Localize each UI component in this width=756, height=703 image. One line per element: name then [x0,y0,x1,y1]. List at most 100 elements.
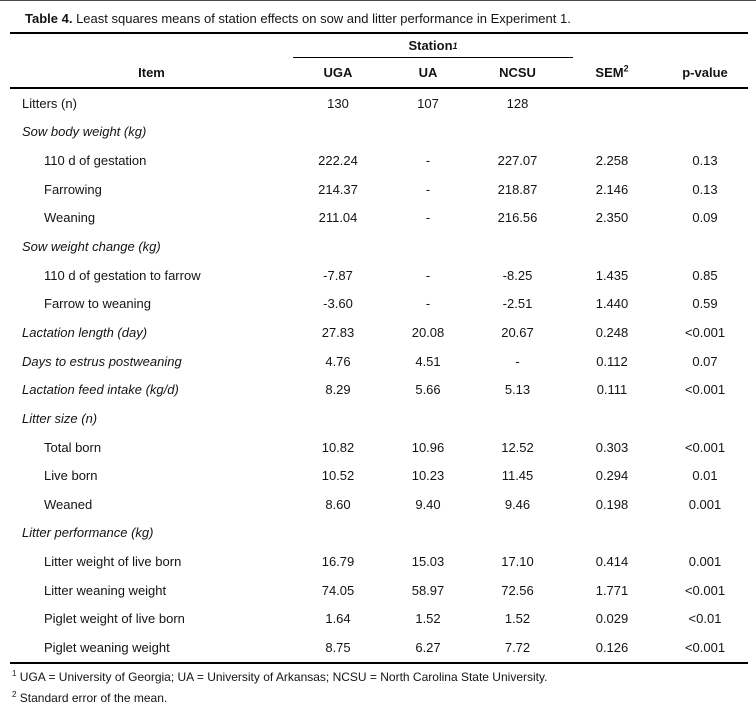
row-value: - [425,267,431,283]
column-header-pvalue: p-value [682,65,728,80]
row-value: 20.08 [411,324,445,340]
column-header-uga: UGA [323,65,353,80]
table-row: Litter weaning weight 74.05 58.97 72.56 1.77… [10,576,748,605]
row-value: 5.66 [415,382,441,398]
table-row: Sow weight change (kg) [10,232,748,261]
table-row: Lactation length (day) 27.83 20.08 20.67 0.2… [10,318,748,347]
table-row: Farrowing 214.37 - 218.87 2.146 0.13 [10,175,748,204]
row-value: 72.56 [501,582,534,598]
column-header-row: Item UGA UA NCSU SEM2 p-value [10,58,748,87]
row-value: -8.25 [502,267,533,283]
row-value: 1.52 [504,611,531,627]
table-row: Weaning 211.04 - 216.56 2.350 0.09 [10,204,748,233]
row-value: 0.07 [692,353,718,369]
row-value: 2.350 [595,210,629,226]
row-value: <0.001 [684,382,726,398]
row-label: 110 d of gestation to farrow [44,267,201,283]
row-value: 17.10 [501,554,534,570]
row-value: 16.79 [321,554,355,570]
table-row: Piglet weight of live born 1.64 1.52 1.52 0.… [10,605,748,634]
row-label: Piglet weaning weight [44,639,170,655]
column-header-ua: UA [418,65,438,80]
row-label: Live born [44,468,98,484]
row-value: 107 [417,95,439,111]
footnotes: 1 UGA = University of Georgia; UA = Univ… [12,664,746,703]
row-value: 10.96 [411,439,445,455]
row-value: 4.51 [415,353,441,369]
row-value: 0.13 [692,153,718,169]
row-label: Farrowing [44,181,102,197]
table-row: Total born 10.82 10.96 12.52 0.303 <0.001 [10,433,748,462]
row-value: 1.771 [595,582,629,598]
row-label: Piglet weight of live born [44,611,185,627]
row-value: 2.258 [595,153,629,169]
row-value: 8.75 [325,639,351,655]
row-value: 10.52 [321,468,355,484]
results-table: Station 1 Item UGA UA NCSU SEM2 p-value L… [10,32,748,664]
row-value: 9.40 [415,496,441,512]
station-group-row: Station 1 [10,34,748,58]
row-value: - [425,296,431,312]
footnote-1-marker: 1 [12,669,17,678]
row-label: Lactation feed intake (kg/d) [22,382,179,398]
row-value: -7.87 [323,267,353,283]
row-label: Sow weight change (kg) [22,239,161,255]
row-value: 222.24 [318,153,358,169]
table-row: Weaned 8.60 9.40 9.46 0.198 0.001 [10,490,748,519]
table-row: Days to estrus postweaning 4.76 4.51 - 0.112… [10,347,748,376]
station-group-label: Station [408,38,453,53]
row-value: 0.414 [595,554,629,570]
table-row: Live born 10.52 10.23 11.45 0.294 0.01 [10,461,748,490]
row-value: 0.198 [595,496,629,512]
table-row: Lactation feed intake (kg/d) 8.29 5.66 5.13… [10,375,748,404]
row-value: - [425,181,431,197]
row-label: Farrow to weaning [44,296,151,312]
row-value: 1.440 [595,296,629,312]
row-value: 6.27 [415,639,441,655]
table-row: 110 d of gestation to farrow -7.87 - -8.25 1… [10,261,748,290]
table-row: Litter weight of live born 16.79 15.03 17.1… [10,547,748,576]
sem-label: SEM [595,65,624,80]
row-value: 0.248 [595,324,629,340]
row-value: 58.97 [411,582,445,598]
footnote-2-marker: 2 [12,690,17,699]
row-value: 74.05 [321,582,355,598]
row-value: <0.001 [684,639,726,655]
table-row: Litter performance (kg) [10,519,748,548]
row-value: 20.67 [501,324,534,340]
row-value: 0.09 [692,210,718,226]
row-label: Litter weaning weight [44,582,167,598]
row-value: 15.03 [411,554,445,570]
row-label: Litters (n) [22,95,77,111]
row-value: 0.303 [595,439,629,455]
row-value: 211.04 [318,210,358,226]
row-value: 214.37 [318,181,358,197]
row-value: - [425,210,431,226]
row-value: 130 [327,95,349,111]
row-value: 12.52 [501,439,534,455]
row-value: 0.001 [688,496,722,512]
row-label: Sow body weight (kg) [22,124,147,140]
footnote-1-text: UGA = University of Georgia; UA = Univer… [16,670,548,684]
row-value: 0.59 [692,296,718,312]
row-label: Lactation length (day) [22,324,148,340]
row-label: Litter size (n) [22,410,98,426]
row-value: 0.85 [692,267,718,283]
row-value: - [515,353,520,369]
footnote-stations: 1 UGA = University of Georgia; UA = Univ… [12,670,746,685]
footnote-sem: 2 Standard error of the mean. [12,691,746,703]
row-value: 0.111 [596,382,628,398]
table-caption: Table 4. Least squares means of station … [25,11,571,27]
row-value: 9.46 [504,496,531,512]
row-label: Litter performance (kg) [22,525,154,541]
row-label: Weaned [44,496,93,512]
scan-edge-line [0,0,756,1]
row-value: 8.29 [325,382,351,398]
row-value: 128 [506,95,529,111]
row-value: 0.112 [596,353,628,369]
row-value: 227.07 [497,153,538,169]
row-value: 5.13 [504,382,531,398]
row-value: <0.001 [684,324,726,340]
row-value: 0.294 [595,468,629,484]
row-value: 2.146 [595,181,629,197]
